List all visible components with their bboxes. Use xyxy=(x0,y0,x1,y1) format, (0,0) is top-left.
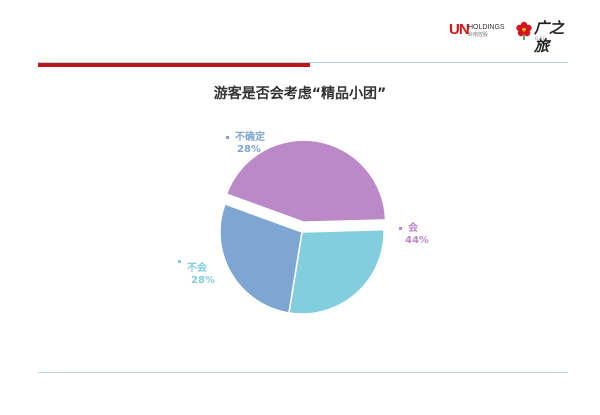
slice-label-buqueding: 不确定 28% xyxy=(226,132,265,156)
accent-bar xyxy=(38,63,310,67)
slice-label-buhui-name: 不会 xyxy=(187,263,207,274)
gzl-logo: 广之旅 GZL xyxy=(515,18,567,55)
label-marker xyxy=(226,135,229,139)
un-logo-mark: UN xyxy=(449,21,470,38)
slice-label-buhui: 不会 28% xyxy=(178,259,215,287)
slice-label-buqueding-name: 不确定 xyxy=(235,132,265,143)
chart-title: 游客是否会考虑“精品小团” xyxy=(213,86,387,102)
slice-label-buqueding-percent: 28% xyxy=(237,144,261,155)
label-marker xyxy=(399,226,402,230)
gzl-logo-text: 广之旅 xyxy=(534,19,565,55)
pie-slice-hui xyxy=(225,139,387,223)
slice-label-hui-name: 会 xyxy=(408,223,418,234)
flower-logo-icon xyxy=(516,21,532,40)
gzl-logo-subtitle: GZL xyxy=(535,36,547,41)
header-divider xyxy=(38,62,568,63)
slice-label-buhui-percent: 28% xyxy=(191,275,215,286)
un-logo-name: HOLDINGS xyxy=(468,24,505,31)
slice-label-hui: 会 44% xyxy=(399,223,429,247)
label-marker xyxy=(178,259,181,263)
slice-label-hui-percent: 44% xyxy=(405,235,429,246)
pie-slice-buqueding xyxy=(219,202,303,314)
un-holdings-logo: UN HOLDINGS 岭南控股 xyxy=(449,22,511,42)
un-logo-subtitle: 岭南控股 xyxy=(468,32,489,38)
footer-divider xyxy=(38,372,568,373)
pie-slice-buhui xyxy=(288,228,385,315)
